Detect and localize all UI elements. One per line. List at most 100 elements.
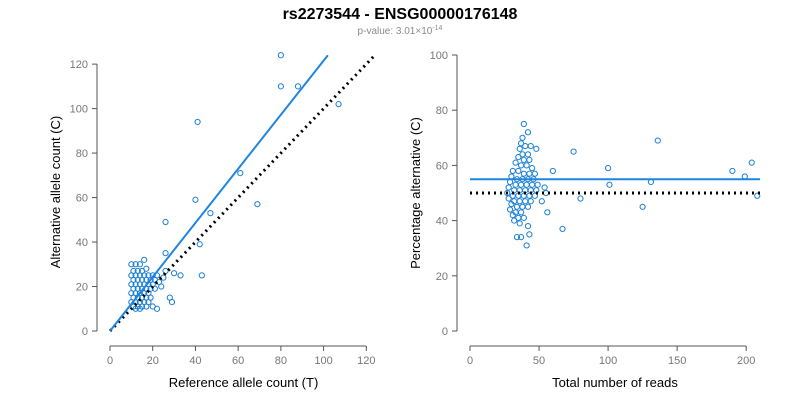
data-point [529,165,536,172]
data-point [143,265,150,272]
data-point [542,189,550,197]
data-point [153,305,161,312]
x-tick-label: 50 [533,355,545,367]
data-point [294,83,302,90]
x-tick-label: 200 [737,355,755,367]
data-point [570,148,577,155]
x-tick-label: 60 [232,355,244,367]
data-point [198,272,205,279]
y-tick-label: 100 [70,104,88,116]
data-point [533,145,540,152]
data-point [522,198,529,205]
x-axis-label: Total number of reads [552,375,678,390]
data-point [524,203,532,210]
x-tick-label: 80 [275,355,287,367]
data-point [151,285,158,292]
data-point [527,142,534,150]
y-tick-label: 120 [70,59,88,71]
data-point [517,209,525,216]
data-point [207,210,214,217]
data-point [162,218,169,226]
data-point [523,242,530,249]
x-tick-label: 150 [668,355,686,367]
data-point [237,169,244,177]
data-point [516,220,523,227]
data-point [512,159,519,166]
data-point [531,192,539,199]
data-point [531,170,539,177]
data-point [194,118,201,126]
data-point [132,261,139,268]
data-point [529,181,536,188]
data-point [519,203,526,210]
data-point [513,234,521,241]
x-tick-label: 20 [147,355,159,367]
data-point [192,196,199,203]
y-tick-label: 60 [436,160,448,172]
data-point [196,241,203,248]
data-point [168,298,176,306]
data-point [544,209,551,216]
data-point [515,167,522,175]
data-point [523,181,530,188]
data-point [729,167,736,175]
data-point [524,151,532,158]
x-tick-label: 120 [357,355,375,367]
y-tick-label: 20 [76,282,88,294]
x-tick-label: 0 [467,355,473,367]
data-point [520,120,527,128]
y-tick-label: 0 [82,326,88,338]
data-point [513,203,521,210]
data-point [509,167,516,175]
data-point [177,272,184,279]
data-point [277,83,284,90]
y-tick-label: 100 [430,50,448,62]
data-point [136,261,144,268]
y-tick-label: 60 [76,193,88,205]
data-point [506,206,514,213]
data-point [162,250,169,257]
data-point [527,198,534,205]
figure-title: rs2273544 - ENSG00000176148 [282,6,518,23]
data-point [512,181,519,188]
data-point [511,217,518,224]
data-point [517,181,525,188]
y-tick-label: 40 [436,216,448,228]
data-point [520,214,527,221]
figure-subtitle: p-value: 3.01×10-14 [0,25,800,37]
y-tick-label: 80 [436,105,448,117]
data-point [136,305,144,312]
reference-line [108,54,376,333]
data-point [505,184,512,191]
data-point [526,231,533,238]
data-point [254,201,261,208]
data-point [549,167,556,175]
fit-line [109,54,329,332]
allele-count-scatter: 0 20 40 60 80 100 120 0 20 40 60 80 100 120 Reference … [48,52,376,390]
data-point [170,270,178,277]
x-tick-label: 100 [599,355,617,367]
data-point [524,129,532,136]
data-point [522,142,529,150]
y-tick-label: 80 [76,148,88,160]
data-point [526,170,533,177]
y-axis-label: Percentage alternative (C) [408,117,423,269]
data-point [534,181,541,188]
data-point [606,181,613,188]
data-point [277,52,284,59]
data-point [577,195,584,202]
data-point [141,256,148,263]
data-point [520,156,527,163]
x-axis-label: Reference allele count (T) [169,375,319,390]
data-point [515,154,522,161]
data-point [639,203,646,210]
data-point [524,223,532,230]
data-point [517,234,525,241]
data-point [538,198,545,205]
data-point [523,162,530,169]
y-axis-label: Alternative allele count (C) [48,116,63,268]
percentage-alternative-scatter: 0 50 100 150 200 0 20 40 60 80 100 Total number of … [408,50,761,390]
data-point [516,198,523,205]
data-point [335,101,342,108]
